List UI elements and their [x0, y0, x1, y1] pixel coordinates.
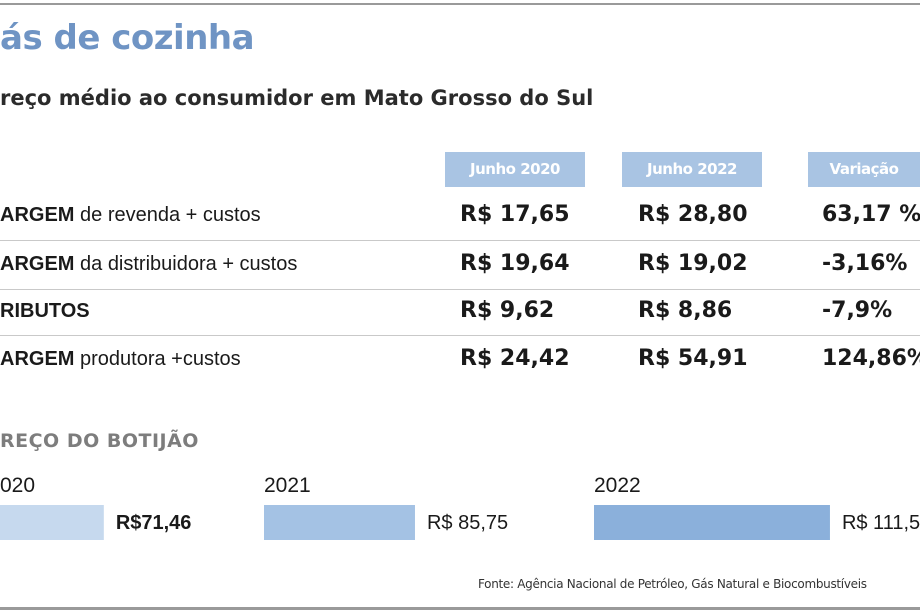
row-label-producer-margin: ARGEM produtora +custos [0, 348, 241, 371]
cell-value: 63,17 % [822, 202, 920, 227]
cell-value: R$ 24,42 [460, 346, 570, 371]
cell-value: R$ 19,02 [638, 251, 748, 276]
row-label-distributor-margin: ARGEM da distribuidora + custos [0, 253, 297, 276]
cell-value: 124,86% [822, 346, 920, 371]
cell-value: R$ 19,64 [460, 251, 570, 276]
section-title-cylinder-price: REÇO DO BOTIJÃO [0, 430, 199, 452]
cell-value: R$ 9,62 [460, 298, 555, 323]
row-label-rest: da distribuidora + custos [74, 253, 298, 275]
column-header-june-2022: Junho 2022 [622, 152, 762, 187]
chart-subtitle: reço médio ao consumidor em Mato Grosso … [0, 86, 594, 110]
source-note: Fonte: Agência Nacional de Petróleo, Gás… [478, 577, 867, 591]
cell-value: -3,16% [822, 251, 908, 276]
top-rule [0, 3, 920, 5]
price-bar [0, 505, 104, 540]
bar-category-label: 020 [0, 474, 35, 497]
bar-category-label: 2021 [264, 474, 311, 497]
price-bar [594, 505, 830, 540]
column-header-variation: Variação [808, 152, 920, 187]
row-divider [0, 335, 920, 336]
cell-value: R$ 8,86 [638, 298, 733, 323]
cell-value: -7,9% [822, 298, 893, 323]
cylinder-price-bar-chart: 020 R$71,46 2021 R$ 85,75 2022 R$ 111,5 [0, 474, 920, 540]
row-label-bold: ARGEM [0, 348, 75, 370]
row-label-taxes: RIBUTOS [0, 300, 90, 323]
price-bar [264, 505, 415, 540]
row-label-bold: RIBUTOS [0, 300, 90, 322]
cell-value: R$ 28,80 [638, 202, 748, 227]
row-divider [0, 240, 920, 241]
row-label-resale-margin: ARGEM de revenda + custos [0, 204, 261, 227]
bar-category-label: 2022 [594, 474, 641, 497]
row-label-bold: ARGEM [0, 204, 75, 226]
bottom-rule [0, 607, 920, 610]
bar-value-label: R$ 111,5 [842, 512, 920, 534]
row-divider [0, 289, 920, 290]
cell-value: R$ 54,91 [638, 346, 748, 371]
chart-title: ás de cozinha [0, 18, 255, 58]
row-label-rest: produtora +custos [74, 348, 241, 370]
row-label-bold: ARGEM [0, 253, 75, 275]
bar-value-label: R$71,46 [116, 512, 192, 534]
cell-value: R$ 17,65 [460, 202, 570, 227]
bar-value-label: R$ 85,75 [427, 512, 508, 534]
row-label-rest: de revenda + custos [74, 204, 261, 226]
column-header-june-2020: Junho 2020 [445, 152, 585, 187]
